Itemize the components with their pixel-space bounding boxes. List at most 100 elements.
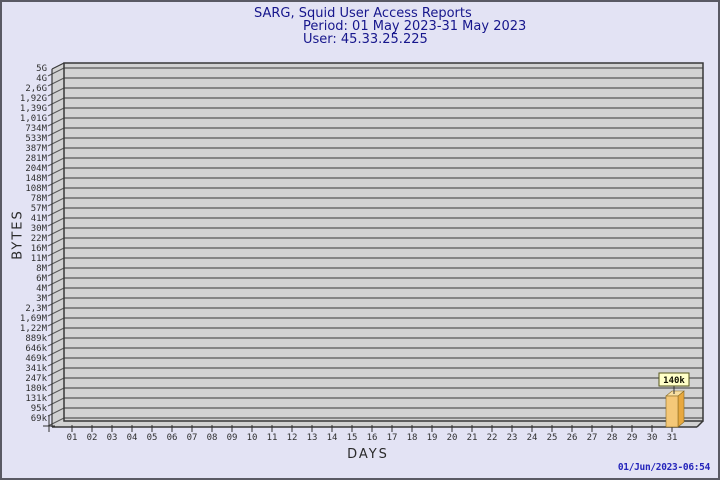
- y-tick: [47, 87, 65, 97]
- y-tick: [47, 257, 65, 267]
- x-tick-label: 21: [467, 433, 478, 443]
- y-tick: [47, 387, 65, 397]
- chart-period: Period: 01 May 2023-31 May 2023: [303, 19, 527, 34]
- x-tick-label: 27: [587, 433, 598, 443]
- y-tick-label: 41M: [31, 214, 48, 224]
- x-tick-label: 04: [127, 433, 138, 443]
- bar-day-31: [665, 395, 679, 428]
- left-wall: [52, 63, 64, 427]
- x-tick-label: 03: [107, 433, 118, 443]
- y-tick: [47, 227, 65, 237]
- x-tick-label: 11: [267, 433, 278, 443]
- x-tick-label: 30: [647, 433, 658, 443]
- x-tick-label: 19: [427, 433, 438, 443]
- y-tick-label: 387M: [25, 144, 47, 154]
- y-tick-label: 204M: [25, 164, 47, 174]
- y-tick: [47, 67, 65, 77]
- y-tick: [47, 277, 65, 287]
- x-tick-label: 02: [87, 433, 98, 443]
- y-tick: [47, 177, 65, 187]
- y-tick-label: 646k: [25, 344, 47, 354]
- y-tick: [47, 167, 65, 177]
- y-tick-label: 2,3M: [25, 304, 47, 314]
- y-tick-label: 148M: [25, 174, 47, 184]
- x-tick-label: 26: [567, 433, 578, 443]
- y-tick: [47, 317, 65, 327]
- y-tick: [47, 197, 65, 207]
- y-tick-label: 4M: [36, 284, 47, 294]
- x-tick-label: 06: [167, 433, 178, 443]
- y-tick-label: 78M: [31, 194, 48, 204]
- x-tick-label: 10: [247, 433, 258, 443]
- y-tick-label: 889k: [25, 334, 47, 344]
- x-tick-label: 13: [307, 433, 318, 443]
- x-tick-label: 18: [407, 433, 418, 443]
- chart-user: User: 45.33.25.225: [303, 32, 428, 47]
- y-tick: [47, 407, 65, 417]
- y-tick-label: 180k: [25, 384, 47, 394]
- x-tick-label: 31: [667, 433, 678, 443]
- y-tick-label: 131k: [25, 394, 47, 404]
- y-tick-label: 11M: [31, 254, 48, 264]
- y-tick-label: 16M: [31, 244, 48, 254]
- y-tick: [47, 137, 65, 147]
- y-tick: [47, 187, 65, 197]
- y-tick: [47, 127, 65, 137]
- bar-value-label: 140k: [663, 376, 685, 386]
- y-tick-label: 22M: [31, 234, 48, 244]
- y-tick: [47, 307, 65, 317]
- floor-right-edge: [696, 420, 704, 428]
- y-tick: [47, 107, 65, 117]
- y-tick-label: 1,01G: [20, 114, 47, 124]
- x-tick-label: 07: [187, 433, 198, 443]
- y-tick-label: 2,6G: [25, 84, 47, 94]
- y-tick: [47, 327, 65, 337]
- x-tick-label: 23: [507, 433, 518, 443]
- y-tick: [47, 397, 65, 407]
- x-tick-label: 12: [287, 433, 298, 443]
- y-tick: [47, 147, 65, 157]
- value-label-box: [658, 372, 690, 387]
- y-tick: [47, 367, 65, 377]
- x-tick-label: 28: [607, 433, 618, 443]
- x-tick-label: 09: [227, 433, 238, 443]
- y-tick: [47, 117, 65, 127]
- floor: [52, 421, 703, 427]
- x-tick-label: 20: [447, 433, 458, 443]
- x-tick-label: 24: [527, 433, 538, 443]
- x-tick-label: 25: [547, 433, 558, 443]
- y-tick-label: 281M: [25, 154, 47, 164]
- y-tick-label: 1,92G: [20, 94, 47, 104]
- y-tick: [47, 157, 65, 167]
- x-tick-label: 08: [207, 433, 218, 443]
- y-tick-label: 533M: [25, 134, 47, 144]
- y-tick: [47, 337, 65, 347]
- y-tick-label: 469k: [25, 354, 47, 364]
- y-tick: [47, 97, 65, 107]
- y-tick-label: 6M: [36, 274, 47, 284]
- y-tick: [47, 347, 65, 357]
- plot-area: [64, 63, 703, 421]
- x-tick-label: 01: [67, 433, 78, 443]
- y-tick: [47, 287, 65, 297]
- y-tick-label: 1,69M: [20, 314, 48, 324]
- y-tick: [47, 247, 65, 257]
- y-tick-label: 108M: [25, 184, 47, 194]
- y-tick: [47, 417, 65, 427]
- y-tick-label: 8M: [36, 264, 47, 274]
- x-tick-label: 29: [627, 433, 638, 443]
- y-tick-label: 30M: [31, 224, 48, 234]
- x-tick-label: 14: [327, 433, 338, 443]
- y-tick-label: 1,22M: [20, 324, 48, 334]
- y-tick: [47, 77, 65, 87]
- y-tick-label: 69k: [31, 414, 48, 424]
- y-tick-label: 1,39G: [20, 104, 47, 114]
- plot-border: [63, 62, 704, 422]
- wall-top-edge: [51, 62, 65, 70]
- y-tick: [47, 267, 65, 277]
- x-tick-label: 15: [347, 433, 358, 443]
- y-tick: [47, 377, 65, 387]
- y-tick-label: 247k: [25, 374, 47, 384]
